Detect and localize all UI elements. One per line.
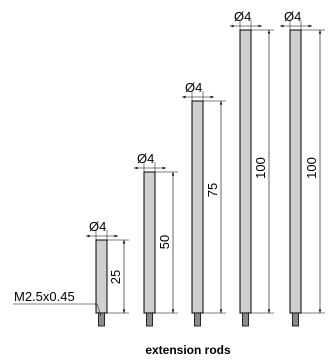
rod-diameter-label: Ø4 xyxy=(284,9,301,24)
thread-stub xyxy=(242,312,249,327)
rod-100-a: Ø4 100 xyxy=(230,9,274,327)
rod-75: Ø4 75 xyxy=(182,80,226,327)
rod-50: Ø4 50 xyxy=(134,151,178,327)
thread-stub xyxy=(98,312,105,327)
rod-body xyxy=(95,239,108,314)
thread-stub xyxy=(194,312,201,327)
rod-diameter-label: Ø4 xyxy=(234,9,251,24)
rod-diameter-label: Ø4 xyxy=(185,80,202,95)
caption: extension rods xyxy=(145,343,231,357)
rod-body xyxy=(191,100,204,314)
rod-body xyxy=(143,171,156,314)
rod-length-label: 100 xyxy=(253,157,268,179)
thread-stub xyxy=(292,312,299,327)
rod-body xyxy=(239,29,252,314)
thread-label: M2.5x0.45 xyxy=(14,289,75,304)
rod-100-b: Ø4 100 xyxy=(280,9,325,327)
rod-body xyxy=(289,29,302,314)
rod-length-label: 100 xyxy=(304,157,319,179)
thread-stub xyxy=(146,312,153,327)
rod-diameter-label: Ø4 xyxy=(137,151,154,166)
rod-length-label: 25 xyxy=(108,270,123,284)
rod-length-label: 75 xyxy=(205,183,220,197)
rod-length-label: 50 xyxy=(157,235,172,249)
rod-diameter-label: Ø4 xyxy=(89,219,106,234)
rod-25: Ø4 25 M2.5x0.45 xyxy=(13,219,129,327)
